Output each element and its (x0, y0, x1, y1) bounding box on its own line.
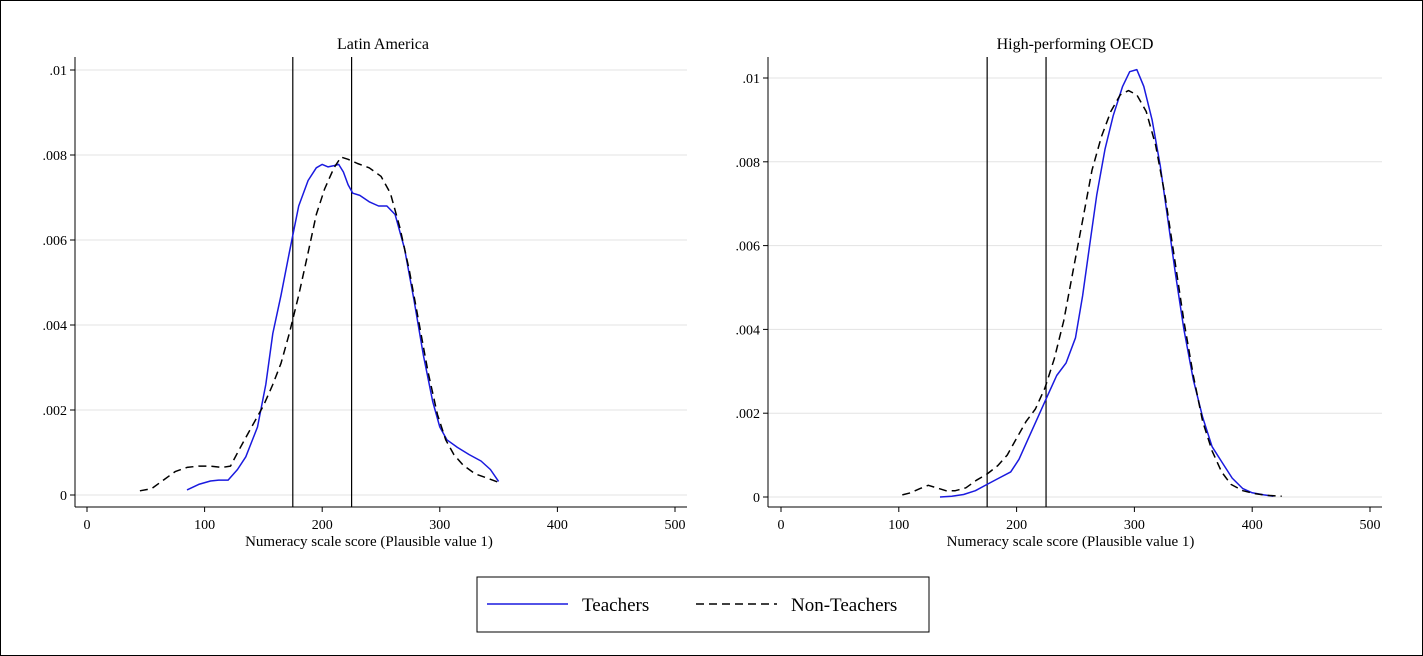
x-tick-label-4: 400 (547, 518, 568, 533)
y-tick-label-3: .006 (43, 234, 68, 249)
x-tick-label-1: 100 (888, 518, 909, 533)
x-tick-label-1: 100 (194, 518, 215, 533)
x-tick-label-0: 0 (84, 518, 91, 533)
x-tick-label-3: 300 (429, 518, 450, 533)
panel-high-performing-oecd: 0 .002 .004 .006 .008 .01 0 100 200 300 400 500 High… (736, 36, 1382, 550)
y-tick-label-4: .008 (43, 149, 68, 164)
y-tick-label-2: .004 (43, 319, 68, 334)
x-axis-label: Numeracy scale score (Plausible value 1) (245, 534, 493, 550)
x-tick-label-2: 200 (1006, 518, 1027, 533)
y-tick-label-5: .01 (50, 64, 68, 79)
y-tick-label-2: .004 (736, 323, 761, 338)
y-tick-label-5: .01 (743, 72, 761, 87)
y-tick-label-3: .006 (736, 240, 761, 255)
series-line-non-teachers (902, 89, 1282, 497)
y-tick-label-0: 0 (753, 491, 760, 506)
legend: Teachers Non-Teachers (476, 576, 930, 633)
series-line-teachers (939, 68, 1274, 498)
legend-label-non-teachers: Non-Teachers (791, 595, 897, 616)
x-tick-label-2: 200 (312, 518, 333, 533)
y-tick-label-0: 0 (60, 489, 67, 504)
x-tick-label-5: 500 (665, 518, 686, 533)
x-tick-label-4: 400 (1242, 518, 1263, 533)
panel-title: High-performing OECD (997, 36, 1154, 53)
x-tick-label-5: 500 (1360, 518, 1381, 533)
series-line-teachers (186, 163, 500, 491)
x-tick-label-0: 0 (778, 518, 785, 533)
x-axis-label: Numeracy scale score (Plausible value 1) (947, 534, 1195, 550)
y-tick-label-4: .008 (736, 156, 761, 171)
panel-title: Latin America (337, 36, 429, 53)
series-line-non-teachers (139, 156, 499, 492)
y-tick-label-1: .002 (736, 407, 761, 422)
y-tick-label-1: .002 (43, 404, 68, 419)
x-tick-label-3: 300 (1124, 518, 1145, 533)
panel-latin-america: 0 .002 .004 .006 .008 .01 0 100 200 300 400 500 Lati… (43, 36, 687, 550)
legend-label-teachers: Teachers (582, 595, 649, 616)
